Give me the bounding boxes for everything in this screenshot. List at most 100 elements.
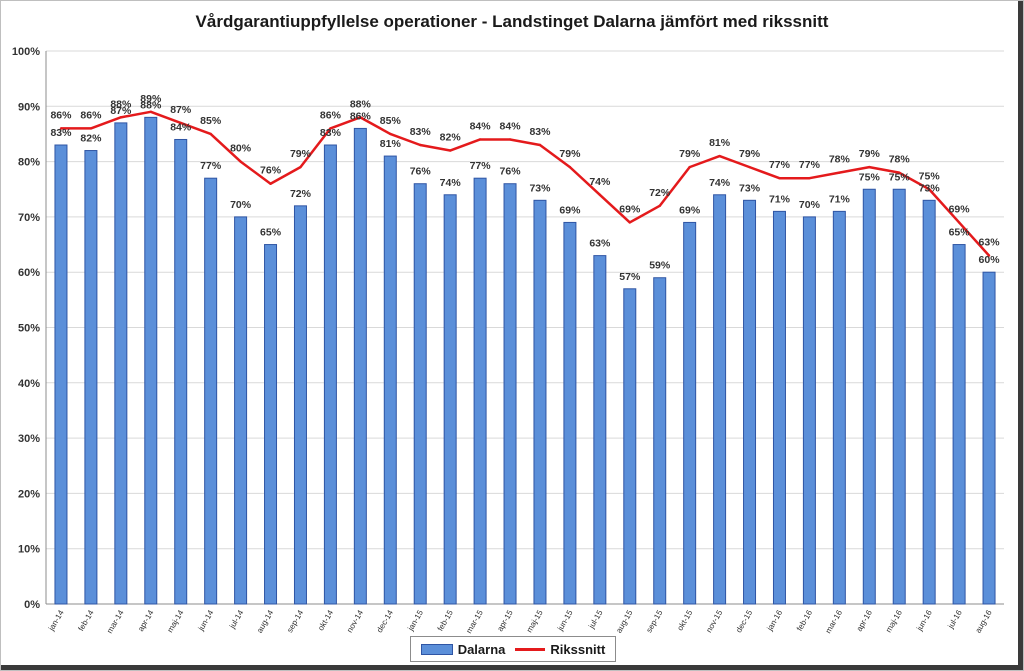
data-label-dalarna: 57%: [619, 271, 641, 283]
bar: [114, 122, 128, 605]
data-label-rikssnitt: 78%: [889, 154, 911, 166]
data-label-rikssnitt: 69%: [619, 203, 641, 215]
line-point: [688, 165, 691, 169]
x-tick-label: feb-15: [436, 608, 455, 633]
data-label-dalarna: 77%: [200, 160, 222, 172]
x-tick-label: maj-16: [884, 608, 904, 634]
bar: [952, 244, 966, 605]
x-tick-label: nov-14: [345, 608, 365, 634]
data-label-rikssnitt: 79%: [859, 148, 881, 160]
data-label-rikssnitt: 79%: [559, 148, 581, 160]
line-point: [149, 110, 152, 114]
line-point: [119, 116, 123, 119]
x-tick-label: apr-16: [855, 608, 875, 633]
y-tick-label: 20%: [18, 488, 40, 500]
data-label-dalarna: 83%: [320, 127, 342, 139]
data-label-rikssnitt: 86%: [50, 109, 72, 121]
line-point: [239, 160, 242, 163]
data-label-dalarna: 83%: [50, 127, 72, 139]
x-tick-label: sep-15: [644, 608, 664, 634]
y-tick-label: 90%: [18, 101, 40, 113]
line-point: [898, 171, 901, 174]
x-tick-label: mar-15: [464, 608, 485, 635]
x-tick-label: jan-14: [46, 608, 66, 633]
x-tick-label: aug-16: [974, 608, 995, 635]
bar: [653, 277, 667, 605]
x-tick-label: maj-15: [525, 608, 545, 634]
line-point: [748, 165, 751, 169]
line-point: [329, 127, 332, 130]
line-point: [89, 127, 93, 130]
line-point: [419, 143, 422, 147]
data-label-rikssnitt: 76%: [260, 165, 282, 177]
legend-item-dalarna: Dalarna: [420, 642, 505, 657]
data-label-dalarna: 70%: [799, 199, 821, 211]
x-tick-label: jan-16: [765, 608, 785, 633]
y-tick-label: 70%: [18, 212, 40, 224]
bar: [743, 199, 757, 605]
data-label-dalarna: 76%: [500, 166, 522, 178]
data-label-dalarna: 77%: [470, 160, 492, 172]
bar: [353, 127, 367, 605]
bar: [533, 199, 547, 605]
bar: [713, 194, 727, 605]
y-tick-label: 10%: [18, 544, 40, 556]
data-label-dalarna: 69%: [679, 204, 701, 216]
x-tick-label: aug-15: [614, 608, 635, 635]
line-point: [628, 221, 631, 224]
line-point: [987, 254, 991, 257]
data-label-rikssnitt: 81%: [709, 137, 731, 149]
line-point: [927, 188, 931, 191]
line-point: [568, 165, 572, 169]
bar: [144, 116, 158, 605]
y-tick-label: 30%: [18, 433, 40, 445]
bar: [892, 188, 906, 605]
data-label-dalarna: 75%: [889, 171, 911, 183]
bar: [473, 177, 487, 605]
bar: [174, 138, 188, 605]
line-point: [209, 132, 212, 136]
data-label-dalarna: 65%: [260, 227, 282, 239]
line-point: [448, 149, 452, 152]
bar: [563, 221, 577, 605]
line-point: [718, 154, 721, 158]
x-tick-label: apr-15: [495, 608, 515, 633]
data-label-dalarna: 65%: [949, 227, 971, 239]
bar: [264, 244, 278, 605]
data-label-rikssnitt: 87%: [170, 104, 192, 116]
x-tick-label: mar-16: [824, 608, 845, 635]
line-point: [179, 121, 182, 125]
bar: [922, 199, 936, 605]
x-tick-label: jun-16: [914, 608, 934, 633]
data-label-rikssnitt: 80%: [230, 143, 252, 155]
bar: [503, 183, 517, 605]
bar: [323, 144, 337, 605]
data-label-dalarna: 73%: [529, 182, 551, 194]
bar: [832, 210, 846, 605]
bar: [383, 155, 397, 605]
data-label-rikssnitt: 82%: [440, 132, 462, 144]
data-label-rikssnitt: 85%: [200, 115, 222, 127]
bar: [293, 205, 307, 605]
x-tick-label: jul-15: [586, 608, 604, 631]
x-tick-label: feb-16: [795, 608, 814, 633]
bar: [443, 194, 457, 605]
data-label-rikssnitt: 86%: [320, 109, 342, 121]
data-label-rikssnitt: 79%: [679, 148, 701, 160]
bar: [54, 144, 68, 605]
data-label-rikssnitt: 88%: [110, 98, 132, 110]
data-label-dalarna: 86%: [350, 110, 372, 122]
x-tick-label: jun-14: [196, 608, 216, 633]
legend-item-rikssnitt: Rikssnitt: [515, 642, 605, 657]
x-tick-label: jan-15: [406, 608, 426, 633]
x-tick-label: jun-15: [555, 608, 575, 633]
series-line-rikssnitt: [60, 110, 990, 257]
x-tick-label: mar-14: [105, 608, 126, 635]
x-tick-label: okt-14: [316, 608, 335, 632]
data-label-rikssnitt: 69%: [949, 203, 971, 215]
bar: [772, 210, 786, 605]
line-point: [299, 165, 302, 169]
x-tick-label: nov-15: [704, 608, 724, 634]
line-point: [598, 193, 602, 196]
x-tick-label: feb-14: [77, 608, 96, 633]
